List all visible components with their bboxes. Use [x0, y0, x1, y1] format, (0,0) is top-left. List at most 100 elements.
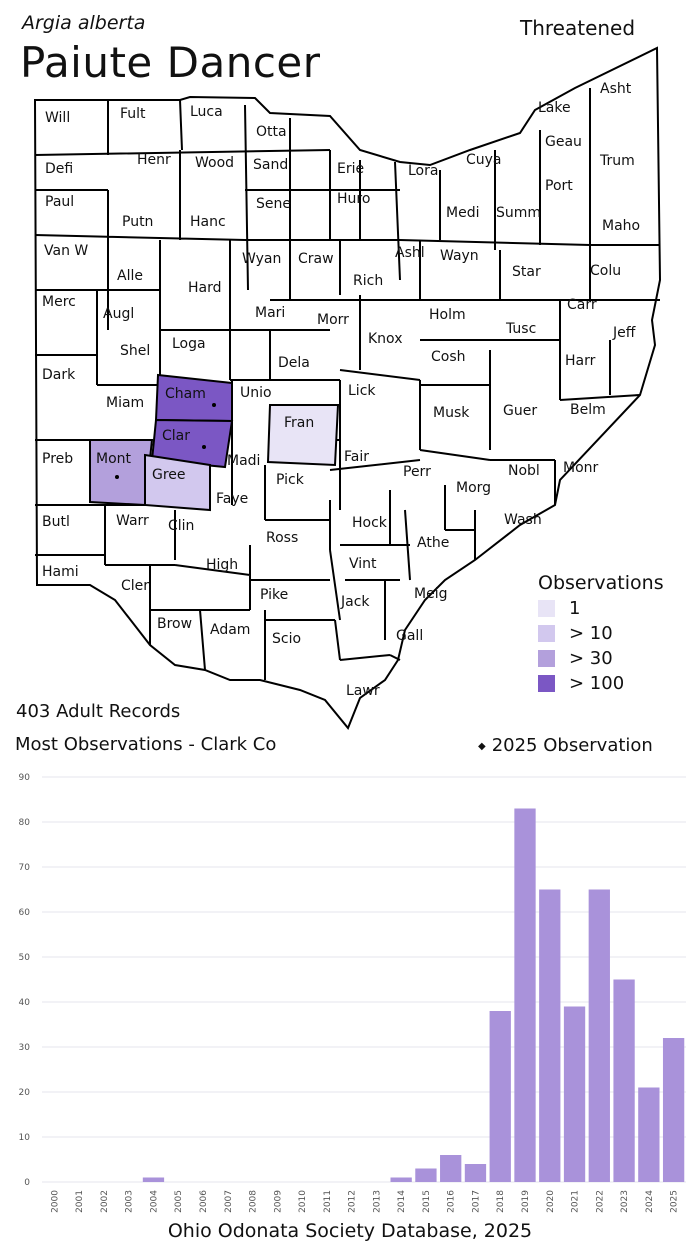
observation-2025-key: ◆ 2025 Observation	[478, 735, 653, 756]
county-label-rich: Rich	[353, 273, 383, 289]
county-label-port: Port	[545, 178, 573, 194]
x-tick-label: 2021	[571, 1190, 581, 1213]
x-tick-label: 2013	[372, 1190, 382, 1213]
county-label-lora: Lora	[408, 163, 438, 179]
county-label-morg: Morg	[456, 480, 491, 496]
y-tick-label: 70	[19, 863, 31, 873]
county-label-maho: Maho	[602, 218, 640, 234]
legend-item: > 30	[538, 646, 664, 671]
county-label-warr: Warr	[116, 513, 149, 529]
bar-2016	[440, 1155, 462, 1182]
bar-2014	[390, 1177, 412, 1182]
county-label-star: Star	[512, 264, 541, 280]
county-label-preb: Preb	[42, 451, 73, 467]
bar-2018	[489, 1011, 511, 1182]
county-label-lawr: Lawr	[346, 683, 380, 699]
county-label-morr: Morr	[317, 312, 349, 328]
observation-2025-label: 2025 Observation	[491, 735, 653, 756]
county-label-madi: Madi	[227, 453, 260, 469]
x-tick-label: 2010	[298, 1190, 308, 1213]
county-label-mont: Mont	[96, 451, 132, 467]
county-label-shel: Shel	[120, 343, 150, 359]
county-label-dark: Dark	[42, 367, 76, 383]
county-label-summ: Summ	[496, 205, 541, 221]
county-label-wyan: Wyan	[242, 251, 281, 267]
county-label-fran: Fran	[284, 415, 314, 431]
page-title: Paiute Dancer	[20, 38, 321, 87]
x-tick-label: 2001	[75, 1190, 85, 1213]
yearly-observations-chart: 0 10 20 30 40 50 60 70 80 90 2000 2001 2002 2003 2004…	[19, 773, 686, 1213]
x-tick-label: 2014	[397, 1190, 407, 1213]
county-label-asht: Asht	[600, 81, 632, 97]
y-tick-label: 20	[19, 1088, 31, 1098]
county-label-high: High	[206, 557, 238, 573]
data-source-credit: Ohio Odonata Society Database, 2025	[167, 1220, 533, 1242]
county-label-defi: Defi	[45, 161, 73, 177]
x-tick-label: 2019	[521, 1190, 531, 1213]
legend-swatch	[538, 675, 555, 692]
county-label-hami: Hami	[42, 564, 79, 580]
legend: Observations 1 > 10 > 30 > 100	[538, 572, 664, 696]
county-label-lake: Lake	[538, 100, 571, 116]
x-tick-label: 2000	[50, 1190, 60, 1213]
legend-label: 1	[569, 598, 581, 619]
county-label-wood: Wood	[195, 155, 234, 171]
county-label-perr: Perr	[403, 464, 431, 480]
county-label-cuya: Cuya	[466, 152, 502, 168]
county-label-luca: Luca	[190, 104, 223, 120]
county-label-holm: Holm	[429, 307, 466, 323]
bar-2004	[142, 1177, 165, 1182]
observation-2025-marker-mont	[115, 475, 119, 479]
county-label-clin: Clin	[168, 518, 194, 534]
scientific-name: Argia alberta	[22, 12, 146, 34]
county-label-brow: Brow	[157, 616, 192, 632]
county-label-harr: Harr	[565, 353, 596, 369]
observation-2025-marker-clar	[202, 445, 206, 449]
county-label-jack: Jack	[340, 594, 370, 610]
county-label-knox: Knox	[368, 331, 402, 347]
county-clar-fill[interactable]	[150, 418, 234, 469]
legend-swatch	[538, 600, 555, 617]
county-label-miam: Miam	[106, 395, 144, 411]
legend-title: Observations	[538, 572, 664, 594]
x-tick-label: 2016	[447, 1190, 457, 1213]
county-label-mari: Mari	[255, 305, 285, 321]
legend-label: > 30	[569, 648, 613, 669]
ohio-outline	[33, 46, 662, 730]
county-label-cosh: Cosh	[431, 349, 466, 365]
conservation-status: Threatened	[520, 16, 636, 40]
county-label-huro: Huro	[337, 191, 370, 207]
county-label-sand: Sand	[253, 157, 288, 173]
x-tick-label: 2006	[199, 1190, 209, 1213]
legend-label: > 100	[569, 673, 625, 694]
county-label-athe: Athe	[417, 535, 449, 551]
county-label-pick: Pick	[276, 472, 305, 488]
bar-2021	[563, 1006, 586, 1182]
county-label-unio: Unio	[240, 385, 272, 401]
county-label-alle: Alle	[117, 268, 143, 284]
bar-2025	[662, 1038, 685, 1182]
county-label-fair: Fair	[344, 449, 369, 465]
county-label-fult: Fult	[120, 106, 146, 122]
county-label-putn: Putn	[122, 214, 153, 230]
county-label-carr: Carr	[567, 297, 597, 313]
x-tick-label: 2022	[595, 1190, 605, 1213]
county-label-van-w: Van W	[44, 243, 88, 259]
county-label-ashl: Ashl	[395, 245, 425, 261]
county-gree-fill[interactable]	[144, 453, 211, 512]
county-label-wayn: Wayn	[440, 248, 479, 264]
county-label-dela: Dela	[278, 355, 310, 371]
county-fran-fill[interactable]	[266, 404, 340, 467]
y-tick-label: 30	[19, 1043, 31, 1053]
legend-swatch	[538, 650, 555, 667]
x-tick-label: 2020	[546, 1190, 556, 1213]
county-label-belm: Belm	[570, 402, 606, 418]
county-label-augl: Augl	[103, 306, 134, 322]
county-mont-fill[interactable]	[89, 439, 154, 507]
x-tick-label: 2025	[670, 1190, 680, 1213]
county-label-craw: Craw	[298, 251, 334, 267]
legend-swatch	[538, 625, 555, 642]
x-tick-label: 2018	[496, 1190, 506, 1213]
county-label-cham: Cham	[165, 386, 206, 402]
x-tick-label: 2007	[224, 1190, 234, 1213]
